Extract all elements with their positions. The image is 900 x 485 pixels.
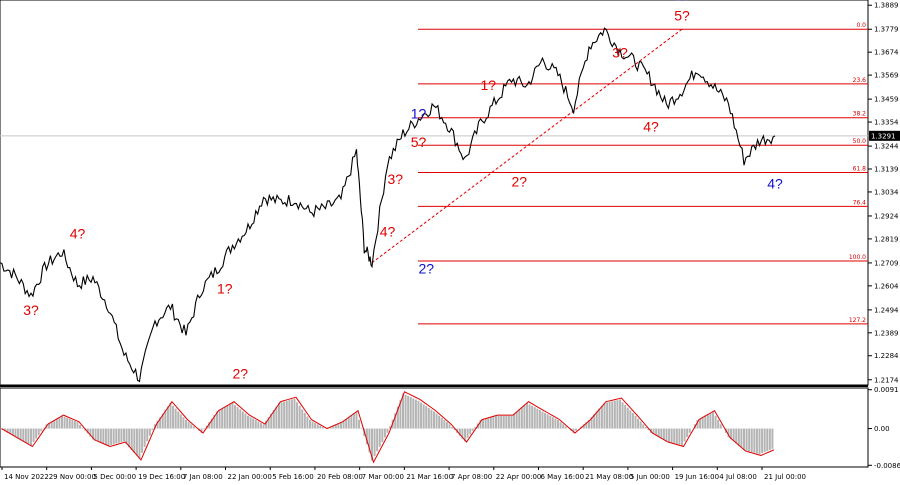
price-frame <box>0 0 869 386</box>
y-tick-label: 1.3139 <box>874 166 899 174</box>
x-tick-label: 22 Apr 00:00 <box>496 473 542 481</box>
wave-label: 2? <box>232 365 248 381</box>
osc-signal-line <box>1 391 775 464</box>
wave-label: 1? <box>411 106 427 122</box>
oscillator-panel: 0.0091 0.00 -0.0086 <box>0 386 900 470</box>
wave-label: 3? <box>23 302 39 318</box>
wave-label: 3? <box>387 171 403 187</box>
x-tick-label: 7 Jan 08:00 <box>183 473 223 481</box>
y-tick-label: 1.3674 <box>874 49 899 57</box>
fib-level-label: 0.0 <box>856 22 866 29</box>
x-tick-label: 5 Feb 16:00 <box>272 473 313 481</box>
current-price-label: 1.3291 <box>871 132 896 140</box>
wave-label: 1? <box>480 77 496 93</box>
y-tick-label: 1.2924 <box>874 212 899 220</box>
y-tick-label: 1.3354 <box>874 119 899 127</box>
x-tick-label: 6 May 16:00 <box>540 473 584 481</box>
x-tick-label: 14 Nov 2022 <box>4 473 49 481</box>
osc-tick-label: 0.00 <box>874 425 890 433</box>
x-tick-label: 21 Mar 16:00 <box>406 473 453 481</box>
fib-level-label: 100.0 <box>849 254 866 261</box>
wave-label: 4? <box>380 223 396 239</box>
wave-label: 2? <box>511 173 527 189</box>
y-tick-label: 1.3779 <box>874 26 899 34</box>
x-tick-label: 5 Jun 00:00 <box>630 473 670 481</box>
y-tick-label: 1.3569 <box>874 72 899 80</box>
x-tick-label: 22 Jan 00:00 <box>228 473 272 481</box>
y-tick-label: 1.3244 <box>874 143 899 151</box>
wave-label: 5? <box>674 7 690 23</box>
osc-tick-label: -0.0086 <box>874 462 900 470</box>
x-tick-label: 5 Dec 00:00 <box>93 473 136 481</box>
y-tick-label: 1.2284 <box>874 352 899 360</box>
x-tick-label: 21 Jul 00:00 <box>764 473 806 481</box>
y-tick-label: 1.3459 <box>874 96 899 104</box>
x-tick-label: 19 Dec 16:00 <box>138 473 185 481</box>
wave-label: 3? <box>612 44 628 60</box>
x-tick-label: 4 Jul 08:00 <box>719 473 757 481</box>
y-tick-label: 1.3889 <box>874 2 899 10</box>
current-price-badge <box>869 130 900 141</box>
x-tick-label: 7 Mar 00:00 <box>362 473 404 481</box>
y-tick-label: 1.2174 <box>874 376 899 384</box>
x-axis: 14 Nov 2022 29 Nov 00:005 Dec 00:00 19 Dec… <box>1 467 806 481</box>
price-panel: 1.3889 1.3779 1.3674 1.3569 1.3459 1.3354 1.32… <box>0 0 900 387</box>
osc-tick-label: 0.0091 <box>874 386 899 394</box>
fib-level-label: 23.6 <box>853 77 867 84</box>
x-tick-label: 20 Feb 08:00 <box>317 473 363 481</box>
fib-level-label: 61.8 <box>853 166 867 173</box>
wave-label: 5? <box>411 134 427 150</box>
y-tick-label: 1.2604 <box>874 282 899 290</box>
fib-level-label: 50.0 <box>853 138 867 145</box>
x-tick-label: 21 May 08:00 <box>585 473 633 481</box>
wave-label: 2? <box>418 261 434 277</box>
oscillator-frame <box>0 387 869 468</box>
wave-label: 1? <box>217 280 233 296</box>
wave-label: 4? <box>643 119 659 135</box>
fib-level-label: 38.2 <box>853 111 867 118</box>
price-series <box>0 27 776 383</box>
y-tick-label: 1.3034 <box>874 188 899 196</box>
x-tick-label: 19 Jun 16:00 <box>675 473 719 481</box>
x-tick-label: 7 Apr 08:00 <box>451 473 492 481</box>
wave-label: 3? <box>674 0 690 4</box>
y-tick-label: 1.2389 <box>874 329 899 337</box>
x-tick-label: 29 Nov 00:00 <box>49 473 96 481</box>
wave-label: 4? <box>767 175 783 191</box>
wave-label: 4? <box>70 226 86 242</box>
y-tick-label: 1.2494 <box>874 306 899 314</box>
y-tick-label: 1.2709 <box>874 259 899 267</box>
fib-level-label: 76.4 <box>853 199 867 206</box>
y-tick-label: 1.2819 <box>874 235 899 243</box>
fib-level-label: 127.2 <box>849 317 866 324</box>
